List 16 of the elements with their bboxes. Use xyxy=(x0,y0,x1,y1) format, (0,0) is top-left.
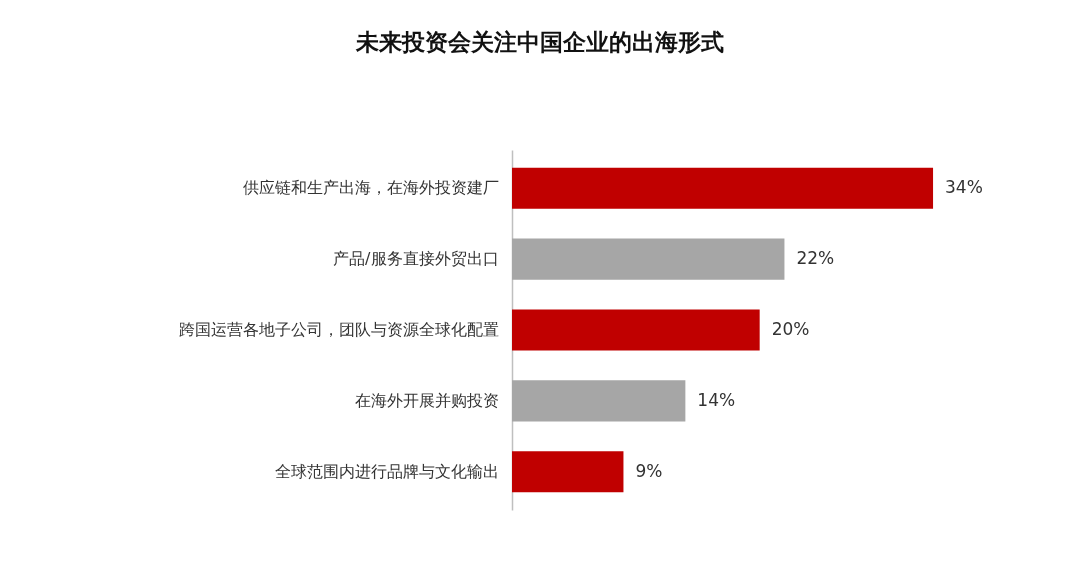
bar xyxy=(512,451,624,493)
y-tick-label: 全球范围内进行品牌与文化输出 xyxy=(274,461,499,481)
data-label: 20% xyxy=(771,319,810,339)
data-label: 22% xyxy=(796,248,835,269)
y-tick-label: 跨国运营各地子公司，团队与资源全球化配置 xyxy=(178,320,499,339)
bar xyxy=(512,309,760,351)
data-label: 34% xyxy=(945,177,983,198)
bar xyxy=(512,380,686,422)
bar xyxy=(512,238,785,280)
y-tick-label: 供应链和生产出海，在海外投资建厂 xyxy=(242,178,499,198)
data-label: 9% xyxy=(635,460,663,481)
bar xyxy=(512,167,934,209)
y-tick-label: 产品/服务直接外贸出口 xyxy=(333,249,499,269)
chart-title: 未来投资会关注中国企业的出海形式 xyxy=(355,29,724,55)
data-label: 14% xyxy=(697,389,736,410)
y-tick-label: 在海外开展并购投资 xyxy=(354,390,499,410)
